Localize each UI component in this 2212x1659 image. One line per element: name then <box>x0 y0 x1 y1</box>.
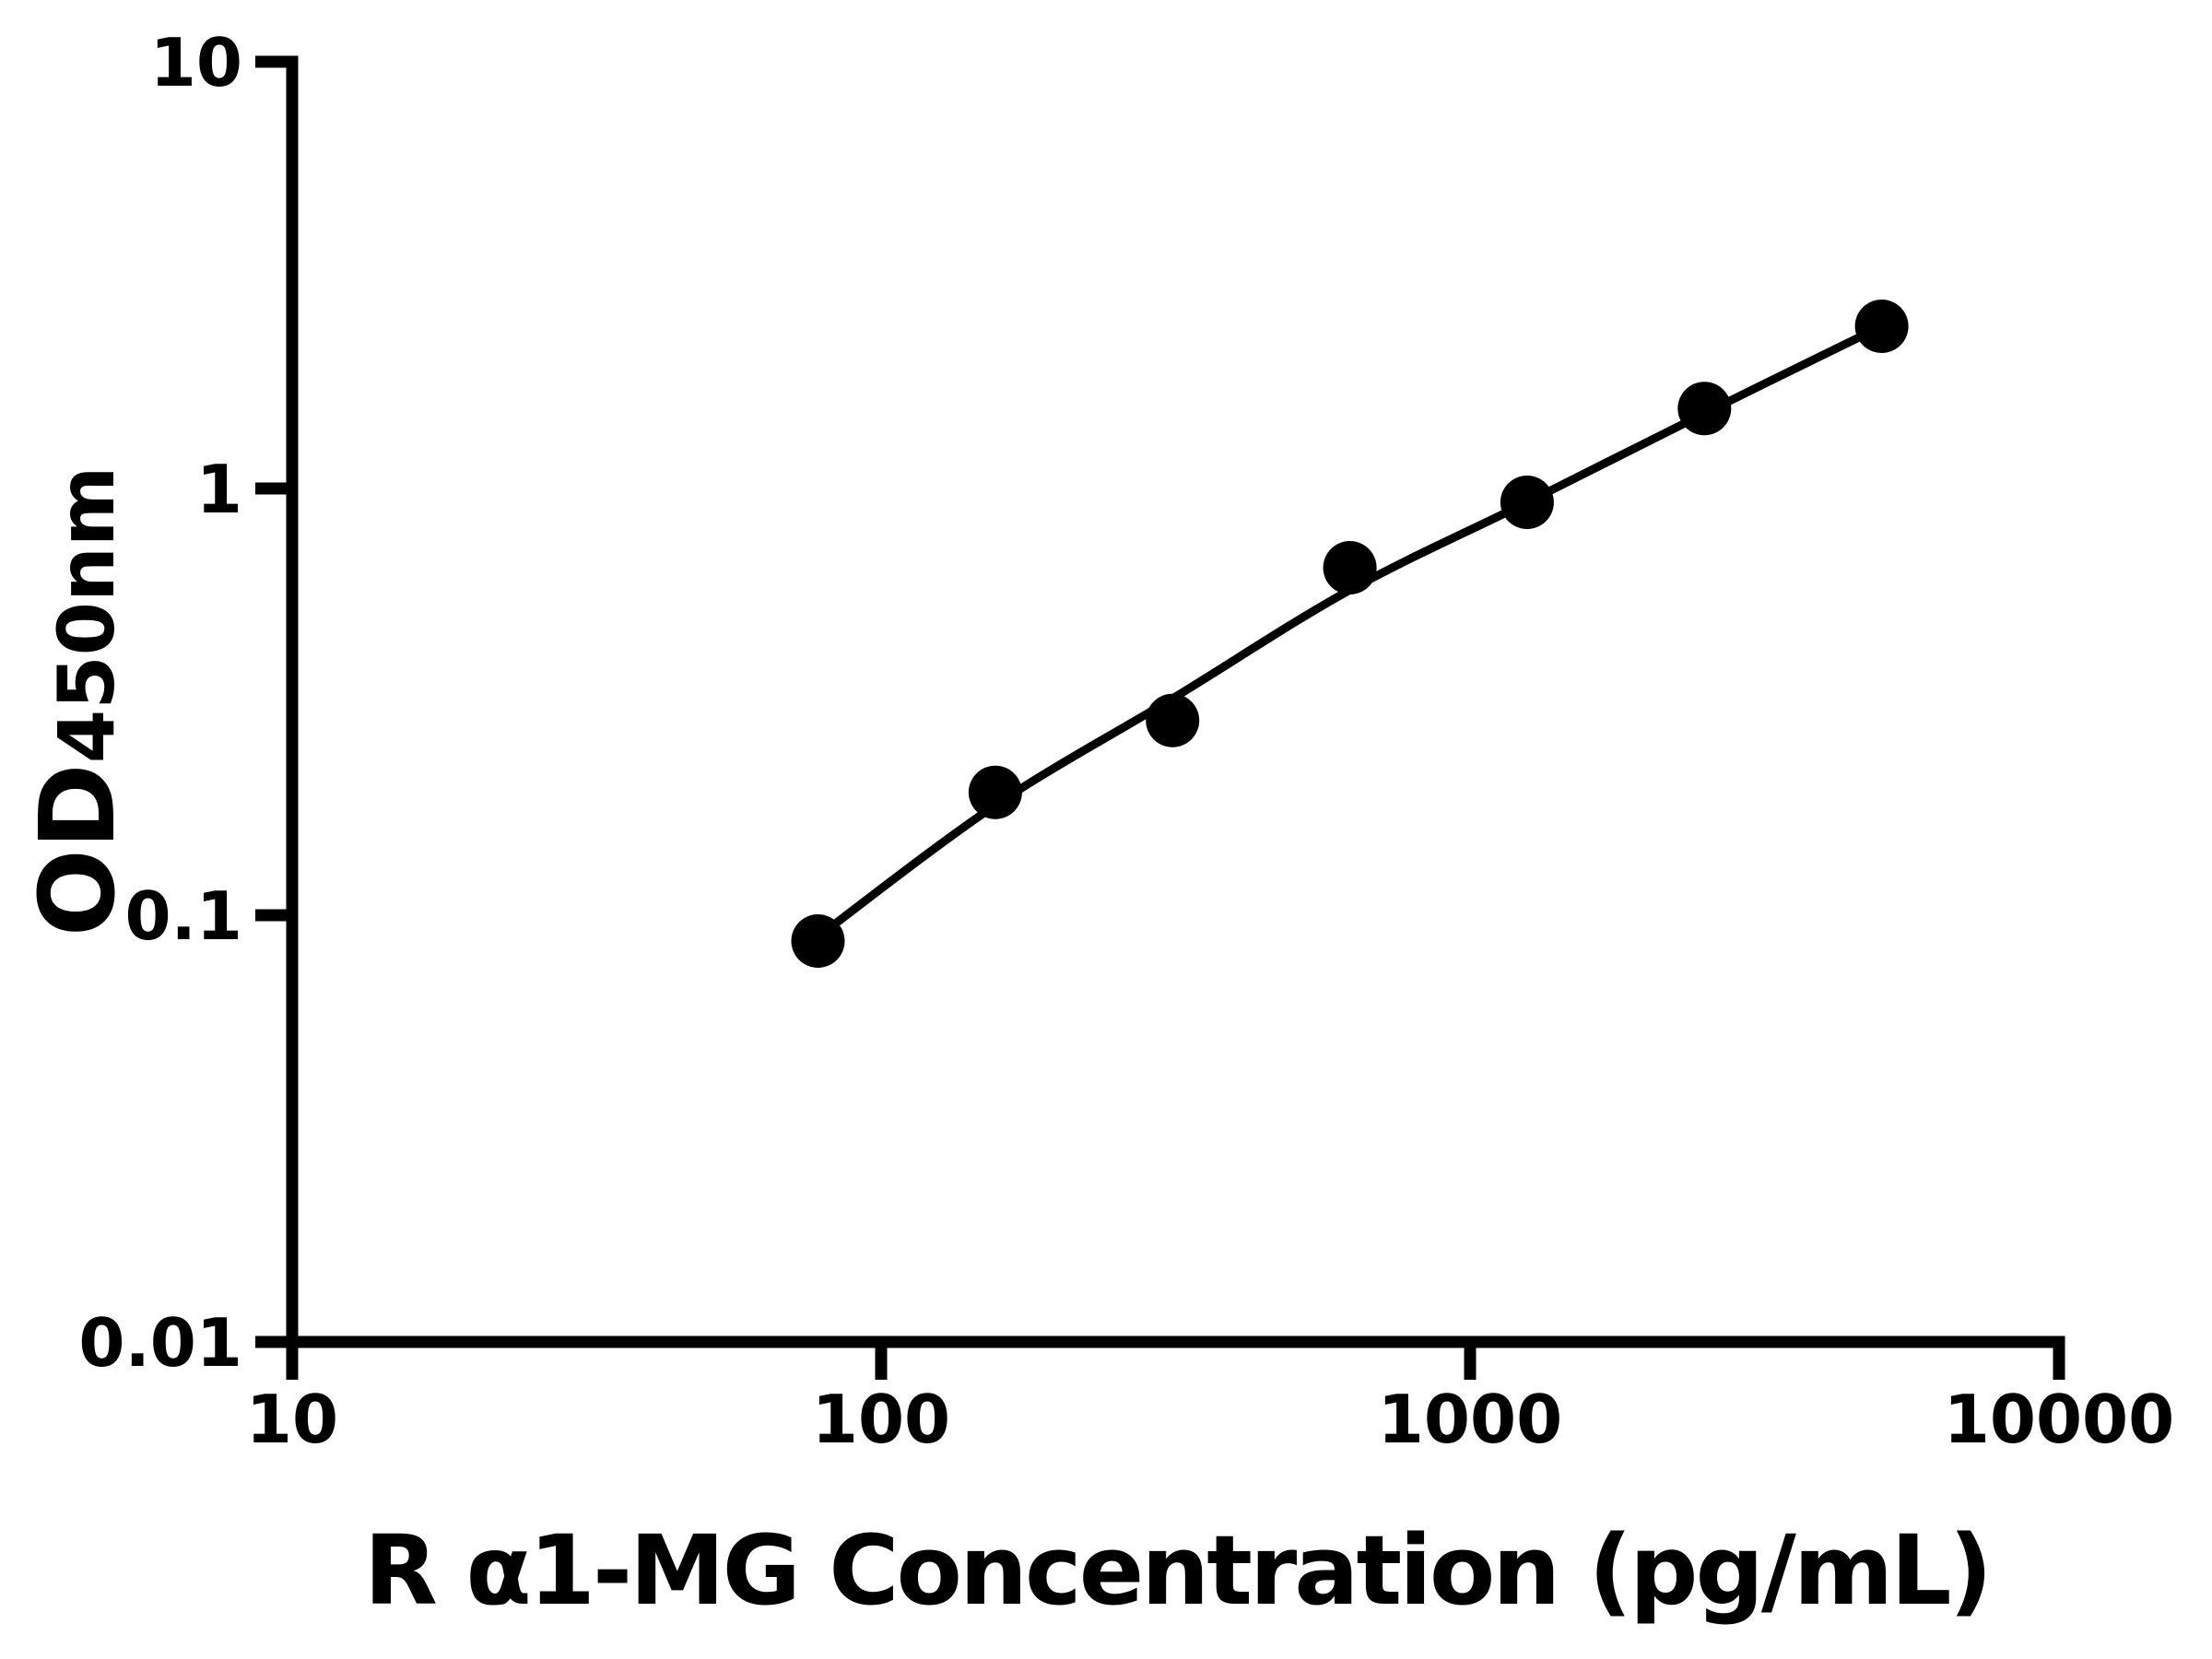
data-point <box>1677 382 1732 436</box>
y-tick-label: 0.01 <box>78 1304 242 1382</box>
y-tick-label: 1 <box>196 451 242 528</box>
y-axis-title-sub: 450nm <box>41 466 132 764</box>
x-axis-title: R α1-MG Concentration (pg/mL) <box>364 1514 1990 1627</box>
y-axis-title-main: OD <box>18 763 138 936</box>
data-points <box>791 300 1909 968</box>
y-axis-ticks: 0.01 0.1 1 10 <box>78 24 292 1382</box>
axes <box>286 55 2065 1348</box>
data-point <box>1500 476 1554 529</box>
y-axis-title: OD450nm <box>18 466 138 937</box>
data-point <box>968 765 1022 819</box>
x-axis-ticks: 10 100 1000 10000 <box>246 1342 2174 1458</box>
x-tick-label: 10000 <box>1944 1381 2175 1458</box>
x-tick-label: 10 <box>246 1381 338 1458</box>
y-tick-label: 10 <box>150 24 242 101</box>
y-tick-label: 0.1 <box>124 877 242 955</box>
x-tick-label: 1000 <box>1378 1381 1562 1458</box>
data-point <box>1146 693 1200 747</box>
x-tick-label: 100 <box>812 1381 950 1458</box>
data-point <box>1854 300 1909 353</box>
data-point <box>791 914 845 968</box>
data-point <box>1323 541 1377 594</box>
